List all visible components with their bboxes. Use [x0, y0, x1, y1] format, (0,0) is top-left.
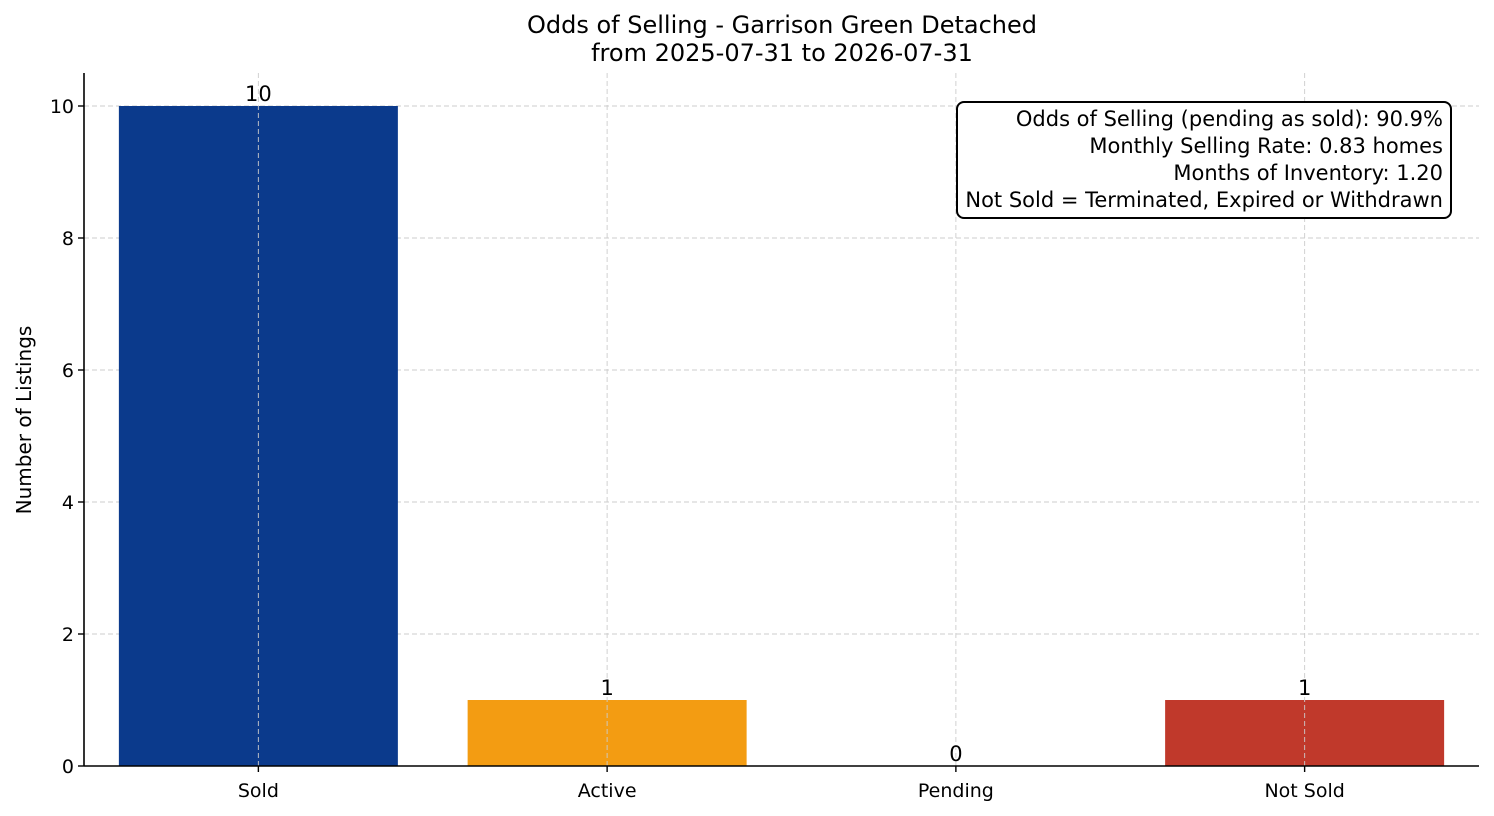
monthly-selling-rate-stat: Monthly Selling Rate: 0.83 homes [1089, 134, 1443, 158]
data-label: 1 [600, 676, 613, 700]
x-tick-label: Not Sold [1264, 780, 1344, 802]
y-tick-label: 0 [62, 756, 74, 778]
y-tick-label: 6 [62, 360, 74, 382]
not-sold-definition-note: Not Sold = Terminated, Expired or Withdr… [965, 188, 1443, 212]
months-of-inventory-stat: Months of Inventory: 1.20 [1173, 161, 1443, 185]
chart-title: Odds of Selling - Garrison Green Detache… [526, 11, 1037, 39]
y-tick-label: 4 [62, 492, 74, 514]
x-tick-label: Sold [238, 780, 279, 802]
data-label: 1 [1298, 676, 1311, 700]
x-tick-label: Pending [918, 780, 994, 802]
data-label: 0 [949, 742, 962, 766]
stats-box: Odds of Selling (pending as sold): 90.9%… [956, 101, 1452, 219]
y-tick-label: 8 [62, 228, 74, 250]
data-label: 10 [245, 82, 272, 106]
x-tick-label: Active [578, 780, 637, 802]
y-tick-label: 10 [50, 96, 74, 118]
y-axis-label: Number of Listings [12, 325, 36, 515]
y-tick-label: 2 [62, 624, 74, 646]
odds-of-selling-stat: Odds of Selling (pending as sold): 90.9% [1015, 107, 1443, 131]
chart-subtitle: from 2025-07-31 to 2026-07-31 [591, 39, 973, 67]
